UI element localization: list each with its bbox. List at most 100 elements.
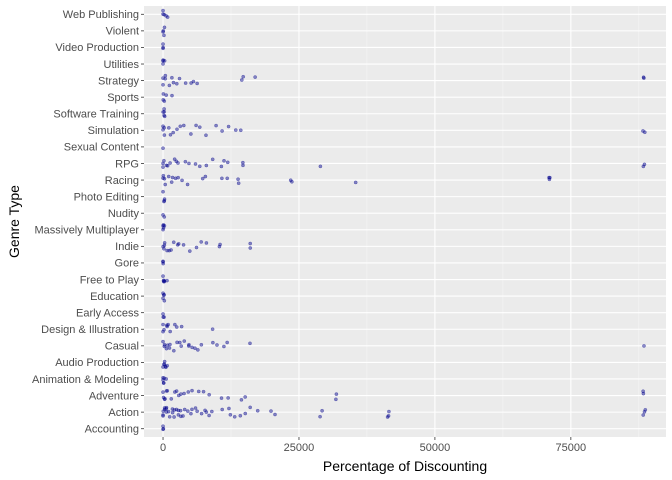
data-point [218,242,222,247]
data-point [226,396,230,400]
data-point [334,392,339,396]
data-point [179,344,184,348]
data-point [167,346,172,350]
data-point [162,33,166,38]
data-point [162,158,166,163]
data-point [188,249,192,253]
data-point [641,413,646,417]
data-point [162,240,167,245]
data-point [236,181,241,186]
data-point [241,160,245,165]
data-point [161,381,166,385]
y-tick-label: Racing [105,175,139,187]
data-point [642,162,647,167]
data-point [183,81,188,85]
data-point [168,342,172,347]
data-point [269,409,273,413]
data-point [171,130,175,135]
y-tick-label: Education [90,291,139,303]
y-tick-label: Violent [106,26,139,38]
data-points [161,8,648,432]
data-point [207,392,211,397]
data-point [204,241,209,245]
data-point [195,81,199,86]
data-point [204,133,208,138]
data-point [161,315,166,319]
y-tick-label: Sexual Content [64,142,139,154]
data-point [162,25,167,30]
data-point [199,342,204,347]
data-point [641,75,646,80]
y-tick-label: Animation & Modeling [32,374,139,386]
data-point [195,409,199,414]
data-point [179,392,183,396]
data-point [175,340,179,345]
data-point [161,413,165,417]
data-point [173,390,177,394]
data-point [215,343,219,347]
data-point [163,182,168,187]
x-tick-label: 50000 [420,442,451,454]
data-point [162,292,166,297]
data-point [161,45,165,50]
data-point [185,182,190,187]
data-point [161,173,166,178]
data-point [190,407,194,412]
data-point [162,298,167,303]
data-point [165,278,169,283]
data-point [183,159,188,164]
data-point [220,407,225,412]
data-point [161,110,165,114]
y-tick-label: Utilities [104,59,140,71]
data-point [186,344,191,348]
data-point [193,346,197,351]
data-point [643,130,647,135]
data-point [171,240,176,245]
data-point [248,246,253,250]
data-point [239,78,244,82]
major-grid [144,6,666,437]
data-point [167,415,172,419]
data-point [164,405,169,410]
y-tick-label: RPG [115,158,139,170]
data-point [189,132,193,136]
data-point [173,322,177,327]
data-point [161,82,165,87]
data-point [162,376,166,381]
data-point [182,391,186,396]
data-point [161,312,165,316]
data-point [210,157,215,162]
data-point [162,224,167,228]
data-point [162,107,166,111]
data-point [353,180,358,185]
data-point [176,393,181,398]
data-point [387,409,391,414]
data-point [162,215,167,219]
data-point [168,329,172,334]
data-point [165,388,170,393]
y-tick-label: Design & Illustration [41,324,139,336]
data-point [170,93,174,98]
data-point [199,240,204,244]
data-point [178,124,183,129]
data-point [166,322,170,327]
data-point [161,414,165,418]
y-axis: Accounting Action Adventure Animation & Mod… [32,9,144,436]
data-point [175,127,179,132]
data-point [318,414,322,419]
data-point [161,42,165,46]
data-point [334,397,338,402]
data-point [168,132,173,137]
data-point [222,158,226,163]
data-point [161,62,165,66]
data-point [201,389,206,394]
data-point [641,129,645,133]
y-tick-label: Strategy [98,75,139,87]
data-point [162,342,167,347]
data-point [161,278,166,283]
data-point [220,176,224,181]
data-point [219,396,224,400]
data-point [163,73,168,78]
data-point [547,177,552,182]
y-tick-label: Indie [115,241,139,253]
